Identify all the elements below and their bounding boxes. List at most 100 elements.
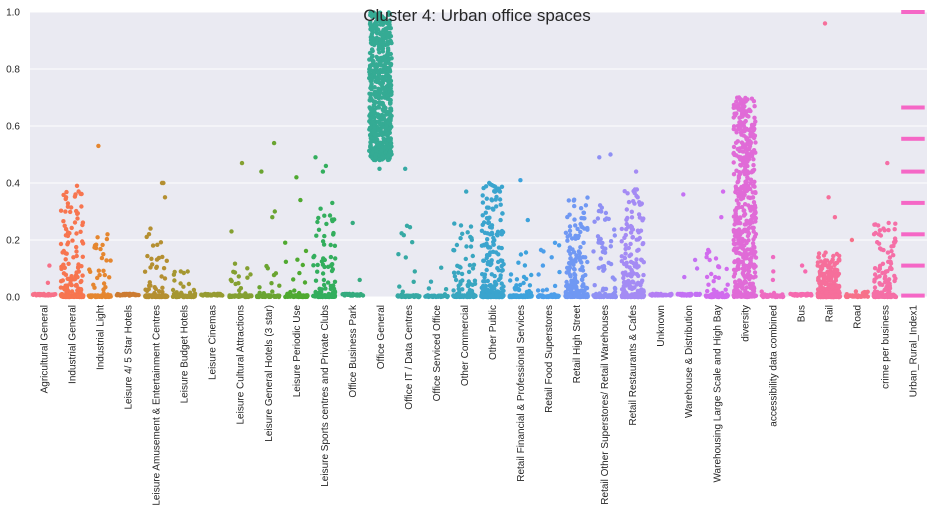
data-point [747, 276, 752, 282]
data-point [735, 288, 740, 293]
x-tick-label: diversity [740, 305, 751, 342]
data-point [745, 233, 751, 239]
data-point [74, 253, 79, 259]
data-point [328, 254, 334, 260]
data-point [634, 282, 639, 287]
x-tick-label: Leisure Periodic Use [292, 305, 303, 398]
data-point [101, 252, 106, 257]
x-tick-label: Retail Food Superstores [544, 305, 555, 413]
data-point [624, 207, 629, 212]
data-point [325, 280, 331, 285]
data-point [623, 232, 628, 238]
data-point [331, 283, 336, 288]
data-point [537, 293, 542, 298]
data-point [882, 294, 888, 299]
data-point [739, 252, 745, 257]
data-point [751, 135, 757, 141]
data-point [63, 226, 69, 232]
data-point [572, 197, 577, 202]
data-point [713, 274, 718, 280]
data-point [733, 280, 738, 285]
data-point [183, 293, 188, 298]
data-point [634, 257, 639, 262]
data-point [92, 285, 97, 290]
data-point [751, 289, 757, 294]
data-point [873, 222, 878, 227]
x-tick-label: Other Commercial [460, 305, 471, 386]
data-point [583, 203, 589, 208]
data-point [494, 281, 499, 287]
data-point [549, 255, 554, 260]
data-point [74, 283, 79, 288]
data-point [170, 287, 176, 293]
data-point [372, 139, 378, 144]
data-point [889, 244, 894, 249]
data-point [741, 213, 747, 218]
data-point [849, 237, 855, 243]
data-point [625, 215, 630, 221]
data-point [732, 246, 737, 251]
data-point [482, 243, 487, 248]
data-point [257, 285, 262, 290]
data-point [386, 12, 391, 17]
data-point [96, 143, 101, 149]
x-tick-label: Leisure Cultural Attractions [236, 305, 247, 425]
data-point [889, 249, 894, 254]
data-point [599, 205, 604, 210]
data-point [454, 242, 460, 248]
data-point [321, 282, 327, 288]
data-point [742, 161, 748, 167]
data-point [350, 292, 355, 297]
data-point [634, 187, 640, 192]
data-point [619, 239, 624, 244]
data-point [592, 219, 597, 224]
data-point [500, 268, 505, 273]
data-point [322, 257, 327, 263]
data-point [716, 275, 721, 280]
data-point [320, 239, 326, 244]
data-point [386, 138, 391, 143]
data-point [619, 293, 625, 298]
data-point [738, 115, 743, 120]
data-point [635, 248, 640, 253]
data-point [567, 212, 572, 217]
data-point [498, 217, 503, 223]
data-point [628, 294, 634, 299]
data-point [378, 90, 383, 95]
data-point [332, 294, 337, 299]
y-tick-label: 0.2 [6, 236, 20, 247]
data-point [831, 253, 836, 259]
data-point [378, 37, 383, 42]
data-point [736, 205, 742, 210]
data-point [821, 286, 826, 291]
data-point [324, 293, 329, 299]
data-point [382, 20, 388, 25]
data-point [746, 114, 751, 119]
data-point [370, 119, 375, 125]
data-band [901, 169, 925, 174]
data-point [679, 293, 684, 298]
data-point [373, 155, 378, 160]
data-point [749, 205, 755, 211]
data-point [396, 252, 401, 257]
data-point [734, 293, 740, 298]
data-point [809, 293, 814, 298]
data-point [718, 293, 723, 298]
data-point [489, 284, 494, 290]
data-point [498, 202, 503, 207]
data-point [79, 204, 84, 209]
data-point [489, 230, 495, 235]
data-point [736, 95, 742, 100]
data-point [481, 185, 486, 191]
data-band [901, 263, 925, 268]
data-point [572, 271, 577, 277]
data-point [887, 289, 892, 295]
data-point [822, 281, 828, 287]
data-point [313, 278, 319, 283]
x-tick-label: Rail [824, 305, 835, 322]
data-point [45, 280, 51, 285]
data-point [58, 285, 64, 290]
data-point [463, 293, 468, 299]
data-point [486, 205, 491, 210]
x-tick-label: Warehousing Large Scale and High Bay [712, 305, 723, 483]
